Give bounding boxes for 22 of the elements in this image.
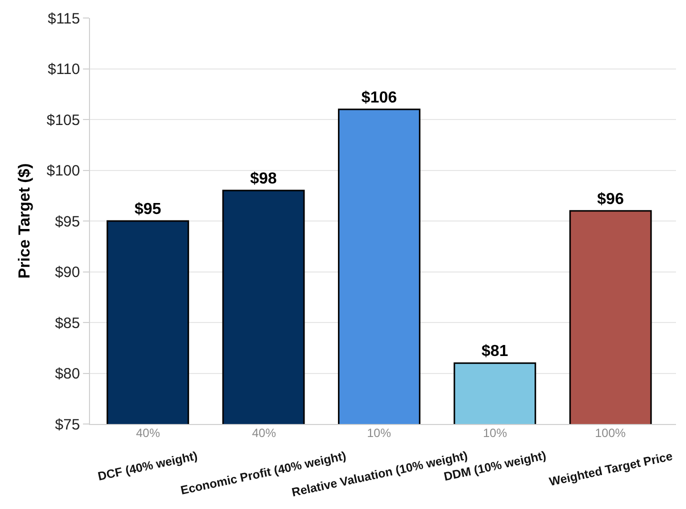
text: 40% xyxy=(252,426,276,440)
data-label: $81 xyxy=(481,343,508,360)
x-tick-label: Weighted Target Price xyxy=(548,448,674,489)
text: 40% xyxy=(136,426,160,440)
y-axis-title: Price Target ($) xyxy=(16,163,34,279)
text: 10% xyxy=(367,426,392,440)
y-tick-label: $105 xyxy=(46,112,80,129)
y-tick-label: $90 xyxy=(54,264,80,281)
x-tick-label: DCF (40% weight) xyxy=(96,448,199,484)
y-tick-label: $85 xyxy=(54,314,80,332)
data-label: $96 xyxy=(597,190,624,208)
y-tick-label: $110 xyxy=(48,61,80,78)
data-label: $95 xyxy=(134,201,162,218)
text: 10% xyxy=(483,426,508,440)
y-tick-label: $95 xyxy=(54,213,80,230)
y-tick-label: $100 xyxy=(46,162,80,180)
data-label: $98 xyxy=(250,170,277,188)
data-label: $106 xyxy=(361,89,398,106)
y-tick-label: $75 xyxy=(54,416,80,434)
text: 100% xyxy=(595,426,626,440)
y-tick-label: $80 xyxy=(54,366,80,382)
y-tick-label: $115 xyxy=(48,10,80,28)
